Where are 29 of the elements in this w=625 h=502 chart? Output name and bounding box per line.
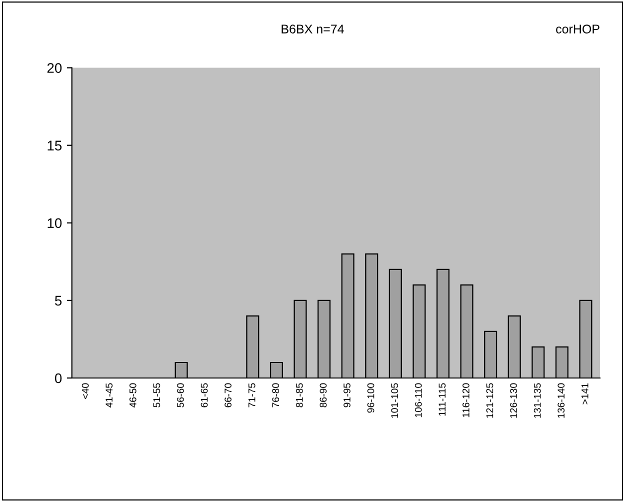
x-tick-label: 71-75 — [248, 383, 256, 408]
y-tick-label: 0 — [54, 373, 62, 384]
y-tick-label: 10 — [48, 218, 62, 228]
x-tick-label: 111-115 — [438, 383, 446, 416]
y-tick-label: 20 — [47, 63, 62, 73]
x-tick-label: 46-50 — [129, 383, 136, 408]
x-tick-label: <40 — [82, 383, 89, 399]
x-tick-label: >141 — [582, 383, 588, 404]
x-tick-label: 56-60 — [177, 383, 184, 408]
x-tick-label: 106-110 — [414, 383, 422, 418]
x-tick-label: 86-90 — [320, 383, 327, 408]
x-tick-label: 136-140 — [558, 383, 565, 418]
x-tick-label: 126-130 — [510, 383, 517, 418]
x-tick-label: 76-80 — [272, 383, 280, 408]
y-tick-label: 15 — [48, 140, 62, 150]
text: corHOP — [556, 24, 600, 34]
x-tick-label: 96-100 — [367, 383, 374, 413]
x-tick-label: 121-125 — [486, 383, 494, 418]
x-tick-label: 51-55 — [153, 383, 160, 408]
x-tick-label: 116-120 — [462, 383, 470, 418]
x-tick-label: 61-65 — [200, 383, 208, 408]
x-tick-label: 41-45 — [106, 383, 113, 408]
x-tick-label: 81-85 — [296, 383, 303, 408]
x-tick-label: 66-70 — [224, 383, 232, 408]
x-tick-label: 91-95 — [344, 383, 350, 408]
chart-title: B6BX n=74 — [282, 24, 344, 34]
y-tick-label: 5 — [54, 296, 62, 306]
x-tick-label: 101-105 — [391, 383, 398, 418]
x-tick-label: 131-135 — [534, 383, 541, 418]
